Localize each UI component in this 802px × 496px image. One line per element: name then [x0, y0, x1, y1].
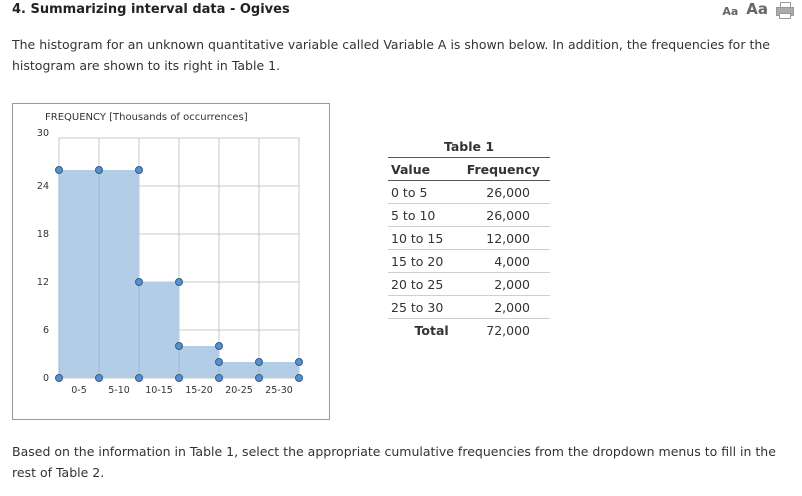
table1: Value Frequency 0 to 5 26,000 5 to 10 26,0…: [388, 157, 550, 341]
histogram-bar: [99, 170, 139, 378]
histogram-point: [175, 278, 183, 286]
histogram-point: [175, 342, 183, 350]
table1-cell-frequency: 2,000: [456, 295, 550, 319]
histogram-bar: [219, 362, 259, 378]
intro-text: The histogram for an unknown quantitativ…: [12, 37, 770, 73]
histogram-chart: FREQUENCY [Thousands of occurrences] 0 6 12…: [12, 103, 330, 420]
histogram-bar: [179, 346, 219, 378]
y-tick-label: 24: [37, 181, 49, 192]
table1-cell-frequency: 12,000: [456, 226, 550, 250]
table1-total-row: Total 72,000: [388, 319, 550, 342]
y-tick-label: 0: [43, 373, 49, 384]
table-row: 10 to 15 12,000: [388, 226, 550, 250]
table1-caption: Table 1: [443, 139, 495, 154]
instructions-text: Based on the information in Table 1, sel…: [12, 444, 776, 480]
table1-total-label: Total: [414, 322, 449, 338]
histogram-point: [215, 358, 223, 366]
table1-cell-frequency: 4,000: [456, 249, 550, 273]
table1-cell-frequency: 26,000: [456, 180, 550, 204]
x-tick-label: 15-20: [185, 385, 213, 396]
x-tick-label: 5-10: [108, 385, 130, 396]
chart-title: FREQUENCY [Thousands of occurrences]: [45, 112, 248, 123]
y-tick-label: 30: [37, 128, 49, 139]
x-tick-label: 10-15: [145, 385, 173, 396]
histogram-point: [135, 166, 143, 174]
histogram-point: [295, 358, 303, 366]
table-row: 25 to 30 2,000: [388, 295, 550, 319]
histogram-point: [255, 374, 263, 382]
table1-cell-value: 0 to 5: [388, 180, 457, 204]
table-row: 15 to 20 4,000: [388, 249, 550, 273]
table1-cell-frequency: 26,000: [456, 203, 550, 227]
histogram-point: [295, 374, 303, 382]
histogram-point: [55, 374, 63, 382]
histogram-point: [215, 374, 223, 382]
histogram-point: [55, 166, 63, 174]
table1-cell-value: 25 to 30: [388, 295, 457, 319]
x-tick-label: 25-30: [265, 385, 293, 396]
histogram-point: [175, 374, 183, 382]
histogram-bar: [259, 362, 299, 378]
histogram-point: [135, 278, 143, 286]
histogram-point: [215, 342, 223, 350]
table1-cell-value: 20 to 25: [388, 272, 457, 296]
histogram-point: [135, 374, 143, 382]
x-tick-label: 20-25: [225, 385, 253, 396]
font-size-large-button[interactable]: Aa: [746, 0, 768, 18]
histogram-point: [95, 166, 103, 174]
table-row: 0 to 5 26,000: [388, 180, 550, 204]
histogram-bar: [139, 282, 179, 378]
table1-header-frequency: Frequency: [456, 157, 550, 181]
histogram-bar: [59, 170, 99, 378]
table1-cell-value: 15 to 20: [388, 249, 457, 273]
histogram-svg: FREQUENCY [Thousands of occurrences] 0 6 12…: [37, 112, 303, 396]
y-tick-label: 12: [37, 277, 49, 288]
table-row: 5 to 10 26,000: [388, 203, 550, 227]
y-tick-label: 18: [37, 229, 49, 240]
font-size-small-button[interactable]: Aa: [722, 5, 739, 18]
table1-cell-value: 10 to 15: [388, 226, 457, 250]
x-tick-label: 0-5: [71, 385, 87, 396]
font-controls: Aa Aa: [722, 0, 794, 19]
table1-total-value: 72,000: [486, 322, 530, 338]
y-tick-label: 6: [43, 325, 49, 336]
printer-icon[interactable]: [776, 2, 794, 19]
histogram-point: [95, 374, 103, 382]
question-title: 4. Summarizing interval data - Ogives: [12, 2, 290, 17]
histogram-point: [255, 358, 263, 366]
table1-cell-frequency: 2,000: [456, 272, 550, 296]
table1-cell-value: 5 to 10: [388, 203, 457, 227]
table1-header-value: Value: [388, 157, 457, 181]
table-row: 20 to 25 2,000: [388, 272, 550, 296]
